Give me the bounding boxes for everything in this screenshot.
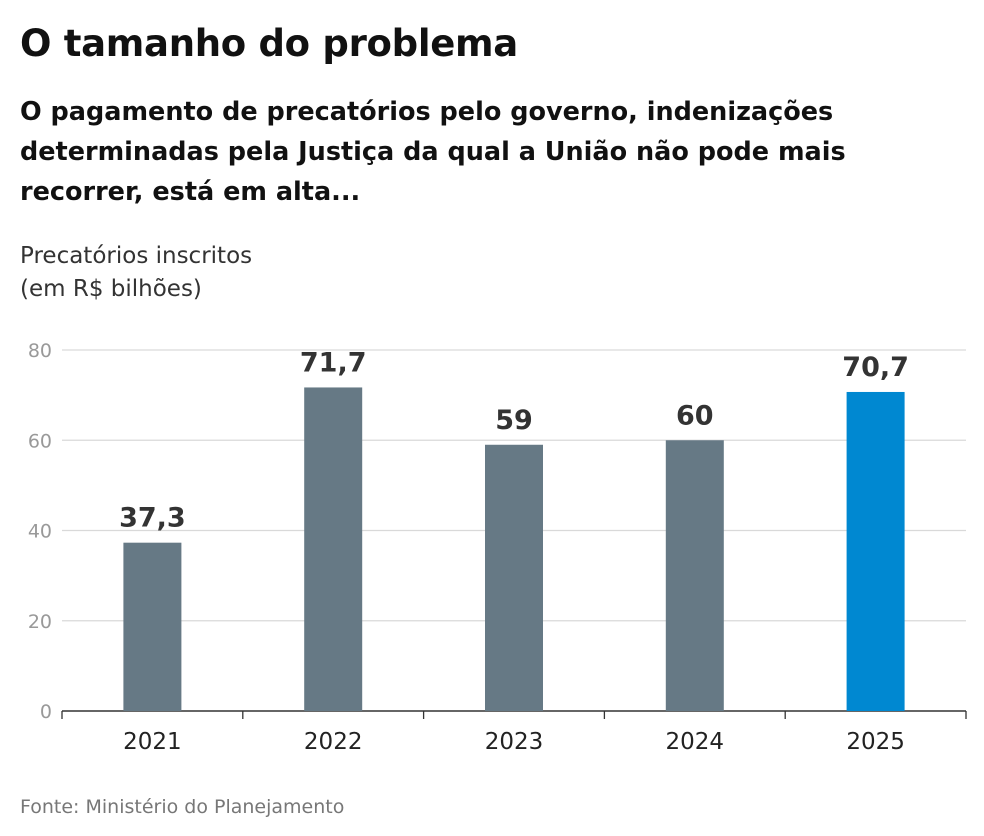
y-tick-label: 60: [28, 430, 52, 452]
y-axis-label-line-2: (em R$ bilhões): [20, 276, 202, 302]
data-label-2021: 37,3: [119, 503, 186, 534]
x-tick-label-2022: 2022: [304, 729, 363, 755]
source-note: Fonte: Ministério do Planejamento: [20, 796, 345, 818]
x-tick-label-2021: 2021: [123, 729, 182, 755]
chart-subtitle: O pagamento de precatórios pelo governo,…: [20, 97, 846, 207]
data-label-2022: 71,7: [300, 347, 367, 378]
bar-2023: [485, 444, 543, 711]
data-label-2023: 59: [495, 405, 533, 436]
chart-title: O tamanho do problema: [20, 22, 518, 65]
y-tick-label: 20: [28, 611, 52, 633]
bar-2025: [846, 391, 905, 711]
bar-2021: [123, 542, 182, 711]
y-axis-label: Precatórios inscritos (em R$ bilhões): [20, 240, 252, 306]
data-label-2024: 60: [676, 400, 714, 431]
y-tick-label: 40: [28, 521, 52, 543]
bar-2024: [665, 440, 724, 711]
x-tick-label-2025: 2025: [846, 729, 905, 755]
bar-chart: 0 20 40 60 80 37,3 2021 71,7 2022 59 2023 60 2024 70,…: [28, 340, 967, 755]
y-tick-label: 0: [40, 701, 52, 723]
y-axis-label-line-1: Precatórios inscritos: [20, 243, 253, 269]
data-label-2025: 70,7: [842, 352, 909, 383]
x-tick-label-2023: 2023: [485, 729, 544, 755]
bar-2022: [304, 387, 363, 711]
x-tick-label-2024: 2024: [666, 729, 725, 755]
y-tick-label: 80: [28, 340, 52, 362]
